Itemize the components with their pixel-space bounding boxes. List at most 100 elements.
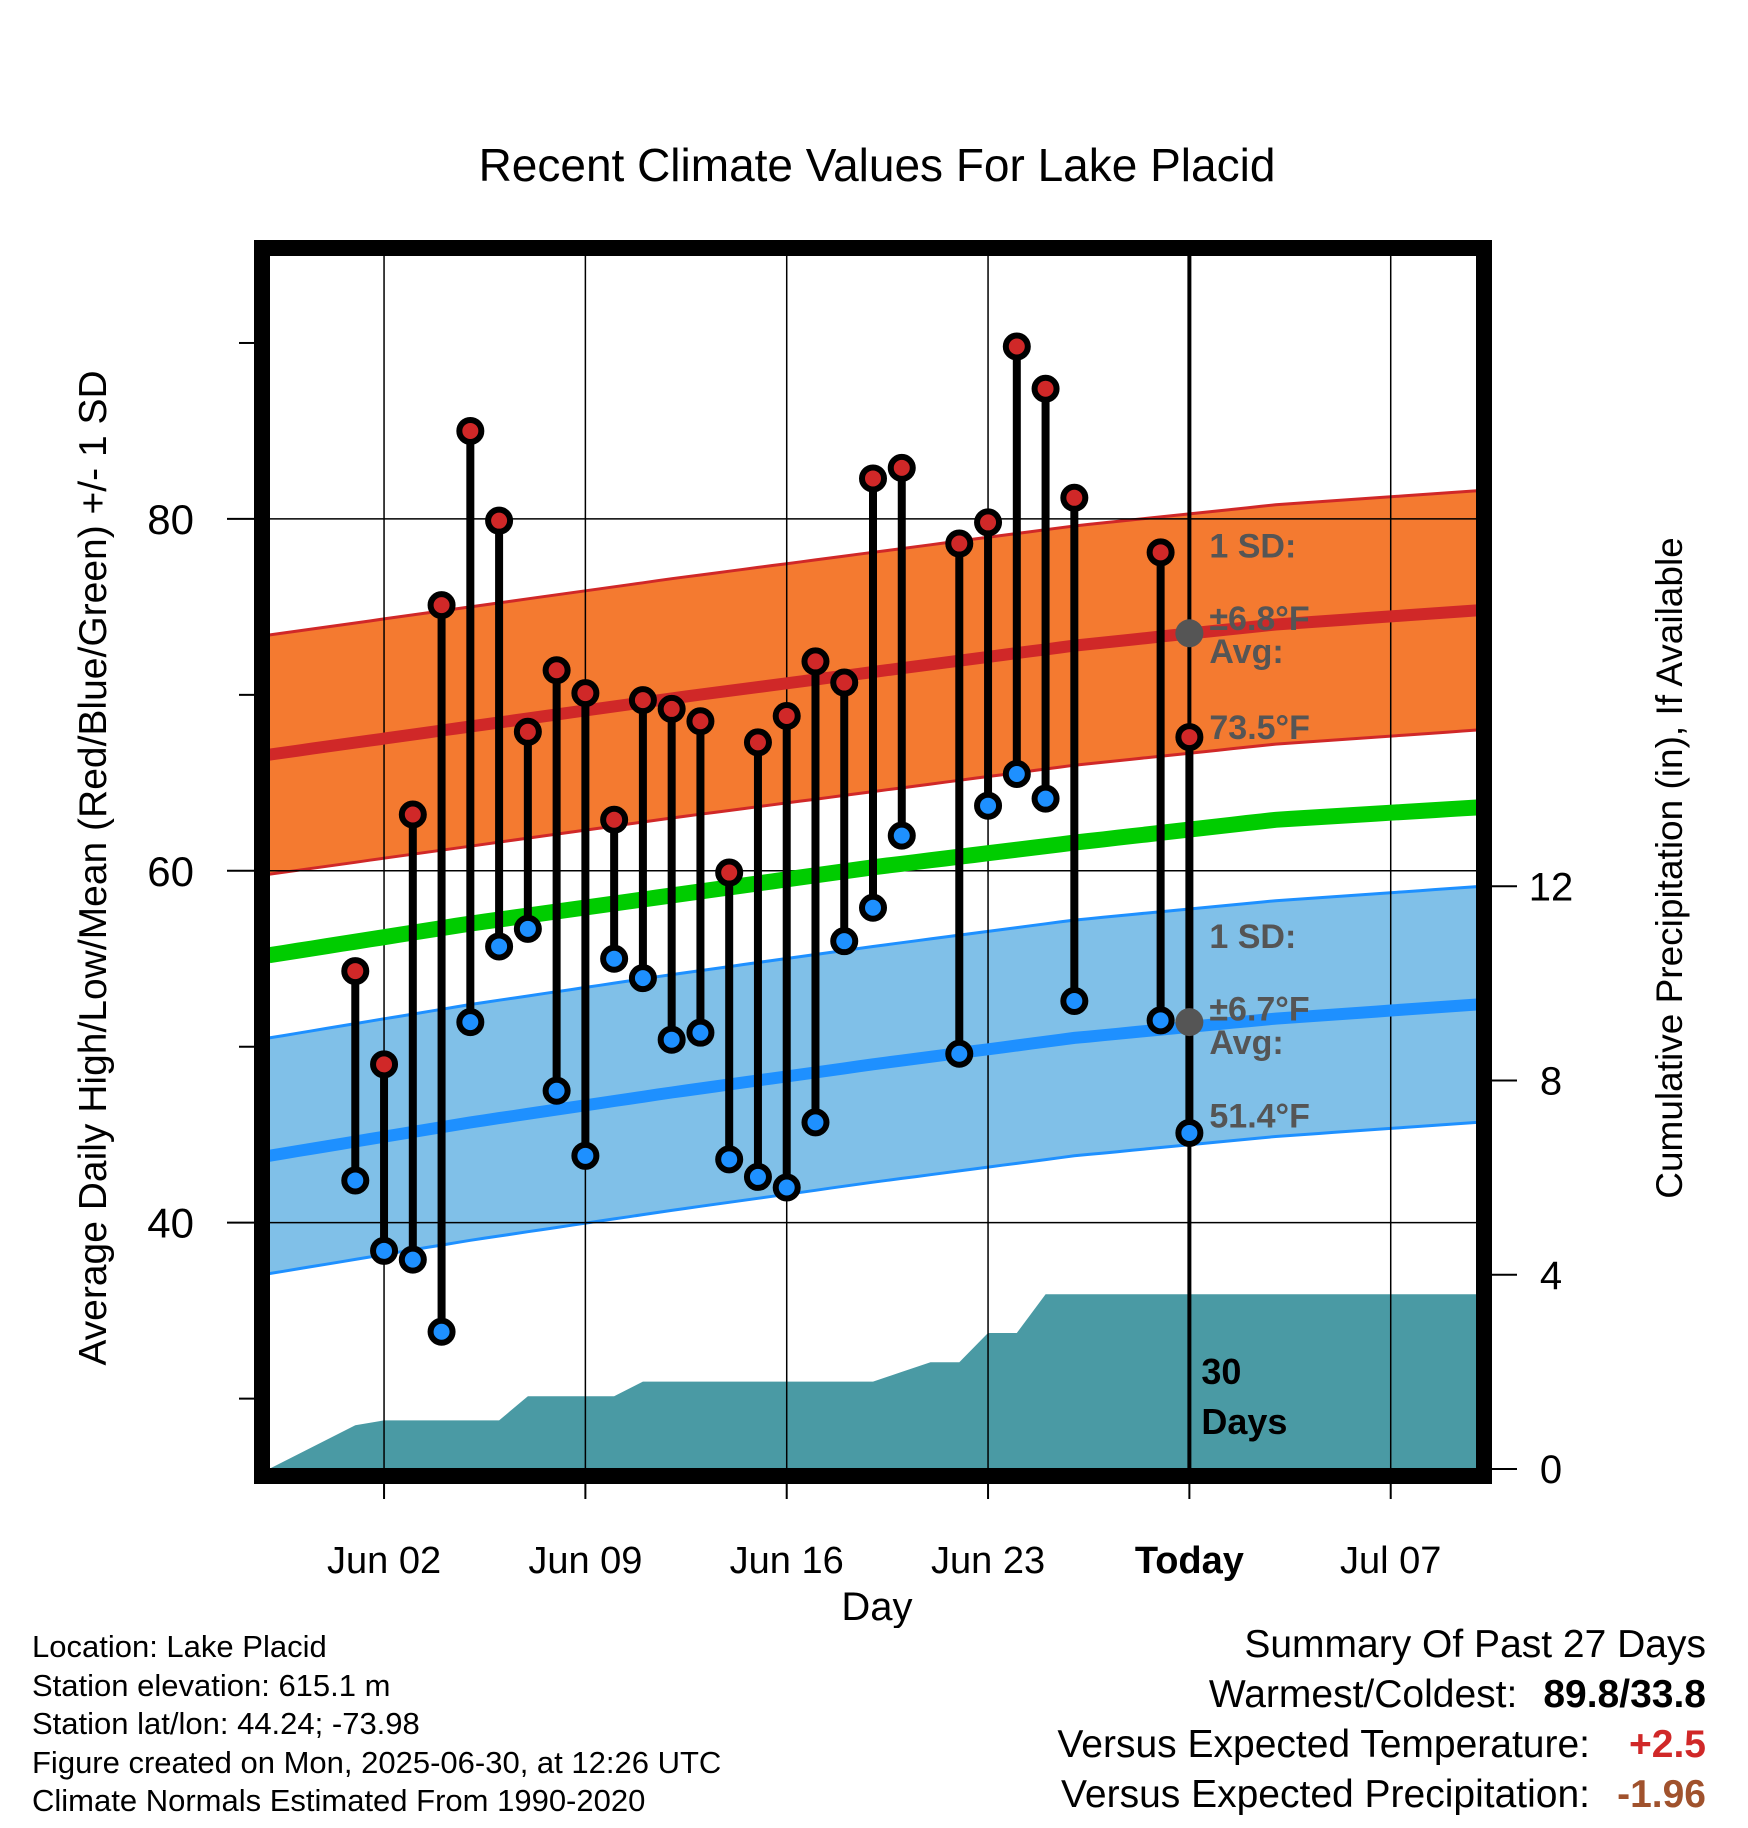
obs-high-point [513, 717, 542, 746]
obs-low-point [945, 1039, 974, 1068]
obs-high-point [571, 679, 600, 708]
plot-frame [254, 240, 1492, 1484]
x-tick-label: Jun 16 [730, 1540, 844, 1582]
precip-value: -1.96 [1617, 1773, 1706, 1816]
temp-value: +2.5 [1629, 1723, 1706, 1766]
y-left-axis-label: Average Daily High/Low/Mean (Red/Blue/Gr… [72, 370, 115, 1365]
obs-high-point [715, 858, 744, 887]
low-avg-label: Avg: [1209, 1024, 1283, 1062]
obs-high-point [859, 464, 887, 493]
obs-high-point [772, 701, 801, 730]
low-sd-value: ±6.7°F [1209, 990, 1309, 1028]
obs-high-point [427, 591, 456, 620]
latlon-text: Station lat/lon: 44.24; -73.98 [32, 1706, 420, 1741]
high-sd-label: 1 SD: [1209, 528, 1296, 566]
obs-low-point [715, 1145, 744, 1174]
warmest-coldest-value: 89.8/33.8 [1543, 1673, 1706, 1716]
obs-low-point [341, 1166, 370, 1195]
obs-low-point [571, 1141, 600, 1170]
obs-low-point [657, 1025, 686, 1054]
obs-low-point [1031, 784, 1060, 813]
summary-warmest-coldest: Warmest/Coldest: 89.8/33.8 [1057, 1670, 1706, 1720]
obs-high-point [657, 694, 686, 723]
obs-high-point [743, 728, 772, 757]
y-left-tick-label: 40 [147, 1200, 194, 1247]
y-right-tick-label: 12 [1529, 865, 1574, 909]
x-tick-label: Jun 02 [327, 1540, 441, 1582]
x-tick-label: Jul 07 [1340, 1540, 1441, 1582]
y-left-tick-label: 80 [147, 496, 194, 543]
plot-area [269, 255, 1477, 1469]
obs-low-point [887, 821, 916, 850]
obs-high-point [1146, 538, 1175, 567]
obs-high-point [370, 1050, 399, 1079]
low-sd-band [269, 886, 1477, 1274]
obs-low-point [628, 964, 657, 993]
obs-high-point [1175, 723, 1204, 752]
obs-low-point [1146, 1006, 1175, 1035]
low-band-lower-edge [269, 1120, 1477, 1276]
obs-low-point [456, 1008, 485, 1037]
obs-low-point [427, 1317, 456, 1346]
station-info: Location: Lake Placid Station elevation:… [32, 1628, 721, 1821]
location-text: Location: Lake Placid [32, 1629, 327, 1664]
obs-high-point [1060, 483, 1089, 512]
obs-low-point [974, 791, 1003, 820]
today-high-avg-marker [1175, 619, 1204, 648]
obs-high-point [1002, 332, 1031, 361]
obs-low-point [398, 1245, 427, 1274]
high-avg-value: 73.5°F [1209, 709, 1310, 747]
summary-title: Summary Of Past 27 Days [1244, 1623, 1706, 1666]
obs-low-point [485, 932, 514, 961]
obs-low-point [513, 914, 542, 943]
obs-high-point [830, 668, 859, 697]
obs-low-point [772, 1173, 801, 1202]
period-label-days: Days [1201, 1401, 1287, 1442]
today-low-avg-marker [1175, 1008, 1204, 1037]
chart-title: Recent Climate Values For Lake Placid [479, 139, 1276, 191]
obs-high-point [974, 508, 1003, 537]
y-right-axis-label: Cumulative Precipitation (in), If Availa… [1649, 537, 1690, 1199]
obs-high-point [485, 506, 514, 535]
summary-temperature: Versus Expected Temperature: +2.5 [1057, 1720, 1706, 1770]
obs-low-point [859, 893, 887, 922]
obs-high-point [456, 416, 485, 445]
obs-low-point [743, 1162, 772, 1191]
period-label-number: 30 [1201, 1351, 1241, 1392]
obs-low-point [1175, 1118, 1204, 1147]
elevation-text: Station elevation: 615.1 m [32, 1667, 391, 1703]
x-tick-label: Today [1135, 1540, 1244, 1582]
summary-panel: Summary Of Past 27 Days Warmest/Coldest:… [1057, 1620, 1706, 1820]
low-sd-label: 1 SD: [1209, 918, 1296, 956]
x-tick-label: Jun 09 [528, 1540, 642, 1582]
obs-high-point [628, 686, 657, 715]
obs-low-point [1002, 760, 1031, 789]
obs-low-point [1060, 986, 1089, 1015]
obs-high-point [801, 647, 830, 676]
obs-high-point [398, 800, 427, 829]
x-tick-label: Jun 23 [931, 1540, 1045, 1582]
y-right-tick-label: 4 [1540, 1254, 1562, 1298]
obs-high-point [600, 805, 629, 834]
obs-low-point [801, 1108, 830, 1137]
obs-low-point [542, 1076, 571, 1105]
obs-high-point [341, 957, 370, 986]
obs-low-point [600, 944, 629, 973]
normals-text: Climate Normals Estimated From 1990-2020 [32, 1783, 646, 1818]
y-right-tick-label: 0 [1540, 1448, 1562, 1492]
obs-high-point [887, 453, 916, 482]
obs-low-point [370, 1236, 399, 1265]
summary-precipitation: Versus Expected Precipitation: -1.96 [1057, 1770, 1706, 1820]
obs-high-point [542, 656, 571, 685]
high-sd-value: ±6.8°F [1209, 600, 1309, 638]
obs-low-point [686, 1018, 715, 1047]
low-normal-line [269, 998, 1477, 1162]
low-avg-value: 51.4°F [1209, 1098, 1310, 1136]
obs-high-point [1031, 374, 1060, 403]
y-right-tick-label: 8 [1540, 1060, 1562, 1104]
temp-label: Versus Expected Temperature: [1057, 1723, 1590, 1766]
precip-area [269, 1294, 1477, 1469]
x-axis-label: Day [841, 1585, 912, 1628]
obs-low-point [830, 927, 859, 956]
